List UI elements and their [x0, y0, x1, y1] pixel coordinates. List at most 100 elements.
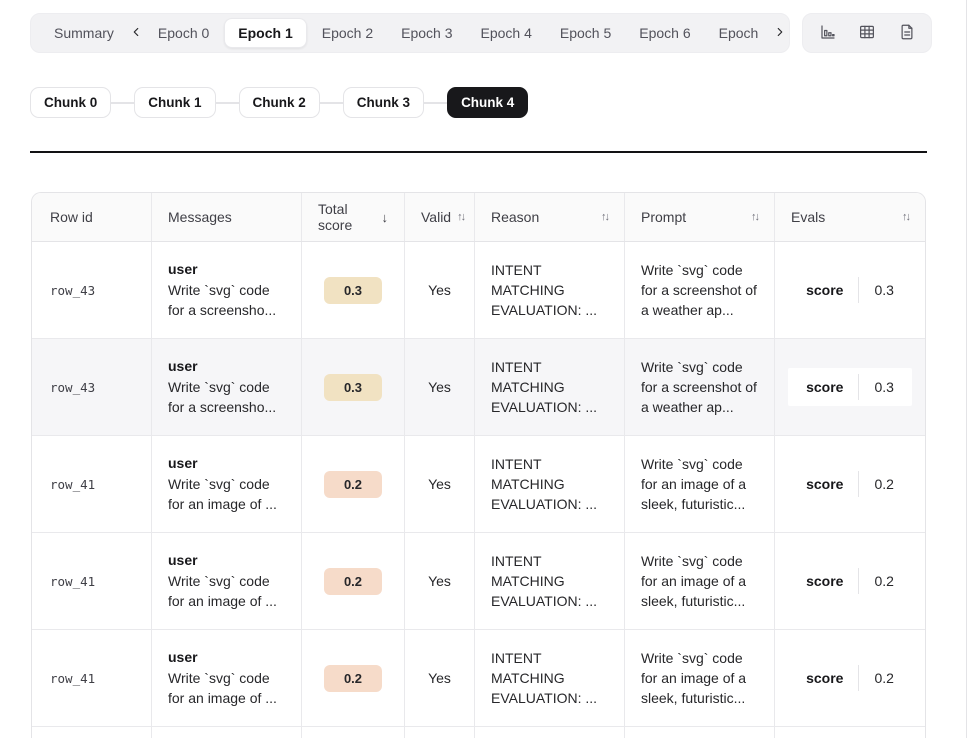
tab-chunk-1[interactable]: Chunk 1	[134, 87, 216, 118]
chunk-connector	[111, 101, 135, 104]
cell-reason: INTENT MATCHING EVALUATION: ...	[475, 242, 625, 338]
eval-value: 0.2	[874, 476, 894, 492]
tab-epoch-6[interactable]: Epoch 6	[626, 19, 703, 47]
cell-total-score	[302, 727, 405, 738]
cell-reason: INTENT MATCHING EVALUATION: ...	[475, 630, 625, 726]
column-label: Messages	[168, 209, 232, 225]
tab-epoch-2[interactable]: Epoch 2	[309, 19, 386, 47]
table-row[interactable]: row_43 user Write `svg` code for a scree…	[32, 242, 925, 339]
cell-reason: INTENT MATCHING EVALUATION: ...	[475, 339, 625, 435]
cell-reason	[475, 727, 625, 738]
column-label: Prompt	[641, 209, 687, 225]
prompt-text: Write `svg` code for an image of a sleek…	[641, 553, 747, 609]
eval-divider	[858, 471, 860, 497]
cell-total-score: 0.2	[302, 630, 405, 726]
column-header-messages: Messages	[152, 193, 302, 241]
row-id-value: row_41	[50, 573, 96, 589]
document-view-button[interactable]	[892, 18, 922, 48]
sort-icon[interactable]: ↑↓	[902, 211, 911, 223]
bar-chart-icon	[819, 23, 837, 44]
chunk-connector	[319, 101, 343, 104]
cell-valid: Yes	[405, 630, 475, 726]
cell-prompt: Write `svg` code for an image of a sleek…	[625, 533, 775, 629]
cell-row-id: row_41	[32, 436, 152, 532]
cell-valid: Yes	[405, 242, 475, 338]
tab-epoch-3[interactable]: Epoch 3	[388, 19, 465, 47]
scroll-tabs-right-button[interactable]	[773, 19, 787, 47]
cell-messages: user Write `svg` code for a screensho...	[152, 242, 302, 338]
tab-epoch-1[interactable]: Epoch 1	[224, 18, 307, 48]
prompt-text: Write `svg` code for an image of a sleek…	[641, 456, 747, 512]
table-row[interactable]: row_41 user Write `svg` code for an imag…	[32, 436, 925, 533]
sort-icon[interactable]: ↑↓	[601, 211, 610, 223]
tab-epoch-5[interactable]: Epoch 5	[547, 19, 624, 47]
tab-epoch-4[interactable]: Epoch 4	[468, 19, 545, 47]
cell-prompt: Write `svg` code for a screenshot of a w…	[625, 242, 775, 338]
column-header-valid[interactable]: Valid ↑↓	[405, 193, 475, 241]
page-right-border	[966, 0, 967, 738]
message-text: Write `svg` code for an image of ...	[168, 572, 277, 609]
prompt-text: Write `svg` code for a screenshot of a w…	[641, 359, 757, 415]
chunk-tab-bar: Chunk 0 Chunk 1 Chunk 2 Chunk 3 Chunk 4	[30, 87, 529, 118]
cell-total-score: 0.3	[302, 242, 405, 338]
column-header-reason[interactable]: Reason ↑↓	[475, 193, 625, 241]
cell-reason: INTENT MATCHING EVALUATION: ...	[475, 436, 625, 532]
row-id-value: row_41	[50, 476, 96, 492]
valid-value: Yes	[428, 282, 451, 298]
column-header-evals[interactable]: Evals ↑↓	[775, 193, 925, 241]
table-row[interactable]: row_41 user Write `svg` code for an imag…	[32, 533, 925, 630]
tab-summary[interactable]: Summary	[41, 19, 127, 47]
eval-divider	[858, 568, 860, 594]
tab-epoch-0[interactable]: Epoch 0	[145, 19, 222, 47]
tab-chunk-2[interactable]: Chunk 2	[238, 87, 320, 118]
reason-text: INTENT MATCHING EVALUATION: ...	[491, 650, 598, 706]
chart-view-button[interactable]	[813, 18, 843, 48]
section-divider	[30, 151, 927, 153]
table-view-button[interactable]	[852, 18, 882, 48]
table-row[interactable]: row_41 user Write `svg` code for an imag…	[32, 630, 925, 727]
column-header-total-score[interactable]: Total score ↓	[302, 193, 405, 241]
eval-name: score	[806, 282, 844, 298]
cell-evals: score 0.3	[775, 339, 925, 435]
table-row-highlighted[interactable]: row_43 user Write `svg` code for a scree…	[32, 339, 925, 436]
eval-name: score	[806, 573, 844, 589]
cell-prompt	[625, 727, 775, 738]
column-label: Reason	[491, 209, 540, 225]
cell-total-score: 0.2	[302, 533, 405, 629]
valid-value: Yes	[428, 573, 451, 589]
eval-divider	[858, 277, 860, 303]
scroll-tabs-left-button[interactable]	[129, 19, 143, 47]
column-header-prompt[interactable]: Prompt ↑↓	[625, 193, 775, 241]
tab-epoch-7-truncated[interactable]: Epoch	[706, 19, 772, 47]
tab-chunk-0[interactable]: Chunk 0	[30, 87, 112, 118]
eval-value: 0.3	[874, 282, 894, 298]
column-label: Evals	[791, 209, 826, 225]
eval-score-widget: score 0.3	[788, 368, 912, 406]
prompt-text: Write `svg` code for a screenshot of a w…	[641, 262, 757, 318]
reason-text: INTENT MATCHING EVALUATION: ...	[491, 262, 598, 318]
document-icon	[898, 23, 916, 44]
message-text: Write `svg` code for a screensho...	[168, 378, 277, 415]
table-row-partial[interactable]	[32, 727, 925, 738]
column-header-row-id: Row id	[32, 193, 152, 241]
valid-value: Yes	[428, 476, 451, 492]
cell-evals: score 0.3	[775, 242, 925, 338]
cell-row-id	[32, 727, 152, 738]
tab-chunk-4[interactable]: Chunk 4	[447, 87, 529, 118]
column-label: Row id	[50, 209, 93, 225]
eval-value: 0.2	[874, 573, 894, 589]
score-badge: 0.2	[324, 664, 382, 692]
message-role: user	[168, 454, 198, 471]
cell-row-id: row_41	[32, 630, 152, 726]
eval-value: 0.2	[874, 670, 894, 686]
sort-icon[interactable]: ↑↓	[751, 211, 760, 223]
sort-desc-icon[interactable]: ↓	[381, 209, 389, 225]
sort-icon[interactable]: ↑↓	[457, 211, 466, 223]
cell-total-score: 0.2	[302, 436, 405, 532]
cell-valid: Yes	[405, 339, 475, 435]
tab-chunk-3[interactable]: Chunk 3	[342, 87, 425, 118]
cell-total-score: 0.3	[302, 339, 405, 435]
eval-name: score	[806, 379, 844, 395]
reason-text: INTENT MATCHING EVALUATION: ...	[491, 456, 598, 512]
cell-valid: Yes	[405, 533, 475, 629]
